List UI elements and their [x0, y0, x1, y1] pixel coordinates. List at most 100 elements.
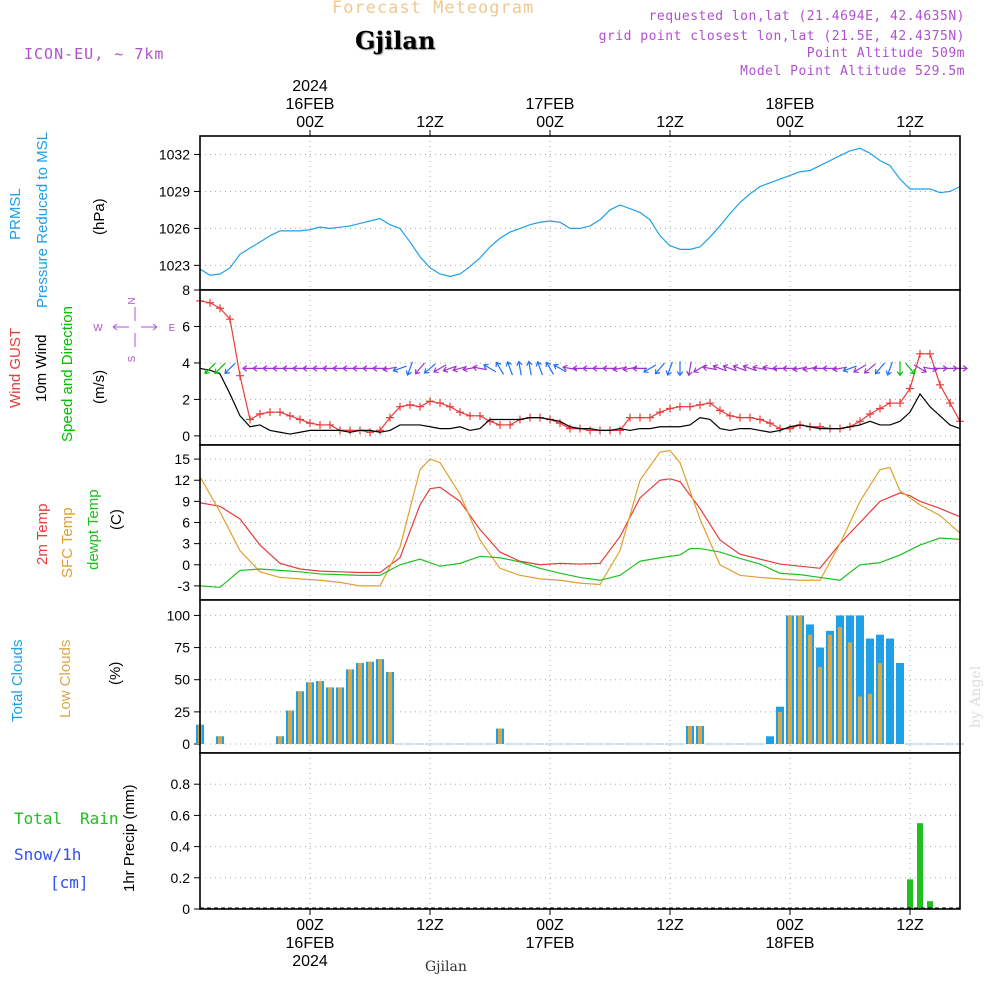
gust-marker: [676, 402, 684, 411]
panel-1: [194, 135, 961, 291]
axis-label: Total Clouds: [9, 639, 26, 722]
meteogram-title: Forecast Meteogram: [332, 0, 535, 18]
compass-e: E: [169, 323, 176, 334]
bottom-time-label: 2024: [292, 953, 328, 970]
wind-direction-arrow: [382, 365, 397, 373]
low-cloud-bar: [858, 696, 862, 744]
model-altitude: Model Point Altitude 529.5m: [740, 64, 965, 79]
axis-label: 2m Temp: [34, 504, 51, 565]
wind-direction-arrow: [742, 364, 757, 372]
gust-marker: [406, 400, 414, 409]
y-tick-label: 0: [182, 557, 190, 573]
low-cloud-bar: [218, 736, 222, 744]
gust-marker: [726, 411, 734, 420]
y-tick-label: 3: [182, 536, 190, 552]
gust-marker: [916, 349, 924, 358]
gust-marker: [216, 304, 224, 313]
low-cloud-bar: [348, 669, 352, 744]
precip-bar: [927, 901, 933, 909]
y-tick-label: 0.8: [171, 776, 191, 792]
wind-direction-arrow: [665, 361, 673, 376]
y-tick-label: 2: [182, 391, 190, 407]
y-tick-label: -3: [178, 578, 191, 594]
low-cloud-bar: [848, 642, 852, 744]
gust-marker: [586, 426, 594, 435]
low-cloud-bar: [328, 687, 332, 744]
wind-direction-arrow: [442, 365, 457, 373]
axis-label: Speed and Direction: [59, 306, 76, 442]
wind-direction-arrow: [643, 364, 657, 374]
gust-marker: [306, 419, 314, 428]
bottom-time-label: 16FEB: [286, 935, 335, 952]
wind-direction-arrow: [483, 363, 497, 373]
wind-direction-arrow: [885, 361, 893, 376]
grid-coords: grid point closest lon,lat (21.5E, 42.43…: [598, 29, 965, 44]
total-cloud-bar: [886, 638, 894, 744]
y-tick-label: 4: [182, 355, 190, 371]
point-altitude: Point Altitude 509m: [806, 46, 965, 61]
bottom-time-label: 12Z: [656, 917, 684, 934]
gust-marker: [456, 408, 464, 417]
wind-direction-arrow: [516, 360, 523, 376]
axis-label: Pressure Reduced to MSL: [34, 132, 51, 308]
wind-direction-arrow: [433, 364, 447, 374]
gust-marker: [436, 399, 444, 408]
axis-label: (m/s): [91, 370, 108, 404]
y-tick-label: 100: [167, 607, 191, 623]
axis-label: PRMSL: [7, 188, 24, 240]
panel-bg: [200, 290, 960, 445]
panel-frame: [199, 752, 961, 910]
low-cloud-bar: [698, 726, 702, 744]
series-line-sfc-temp: [199, 449, 961, 587]
requested-coords: requested lon,lat (21.4694E, 42.4635N): [648, 9, 965, 24]
wind-direction-arrow: [853, 364, 867, 374]
wind-direction-arrow: [224, 363, 236, 375]
bottom-time-label: 12Z: [896, 917, 924, 934]
panel-bg: [200, 136, 960, 290]
axis-label: SFC Temp: [59, 507, 76, 578]
wind-direction-arrow: [204, 363, 216, 375]
wind-direction-arrow: [553, 363, 567, 373]
legend-rain: Rain: [80, 809, 119, 828]
y-tick-label: 0.6: [171, 807, 191, 823]
y-tick-label: 0: [182, 736, 190, 752]
panel-2: [194, 289, 969, 446]
gust-marker: [506, 420, 514, 429]
gust-marker: [696, 400, 704, 409]
bottom-time-label: 17FEB: [526, 935, 575, 952]
wind-direction-arrow: [905, 362, 916, 375]
gust-marker: [566, 424, 574, 433]
top-time-label: 16FEB: [286, 96, 335, 113]
gust-marker: [466, 411, 474, 420]
y-tick-label: 75: [174, 640, 190, 656]
top-time-label: 12Z: [416, 114, 444, 131]
precip-bar: [907, 879, 913, 909]
gust-marker: [686, 402, 694, 411]
low-cloud-bar: [868, 693, 872, 744]
low-cloud-bar: [368, 661, 372, 744]
low-cloud-bar: [778, 711, 782, 744]
y-tick-label: 8: [182, 282, 190, 298]
series-line-2m-temp: [199, 478, 961, 574]
gust-marker: [736, 413, 744, 422]
panel-3: [194, 444, 961, 601]
low-cloud-bar: [358, 663, 362, 744]
axis-label: (C): [108, 509, 125, 530]
wind-direction-arrow: [702, 364, 717, 372]
gust-marker: [426, 397, 434, 406]
gust-marker: [346, 426, 354, 435]
gust-marker: [376, 426, 384, 435]
wind-direction-arrow: [526, 360, 533, 376]
gust-marker: [756, 415, 764, 424]
total-cloud-bar: [856, 615, 864, 744]
gust-marker: [266, 408, 274, 417]
wind-direction-arrow: [913, 364, 927, 374]
low-cloud-bar: [838, 627, 842, 744]
wind-direction-arrow: [722, 364, 737, 372]
panel-4: [194, 599, 964, 754]
gust-marker: [316, 420, 324, 429]
bottom-time-label: 18FEB: [766, 935, 815, 952]
wind-direction-arrow: [472, 364, 487, 372]
low-cloud-bar: [318, 681, 322, 744]
